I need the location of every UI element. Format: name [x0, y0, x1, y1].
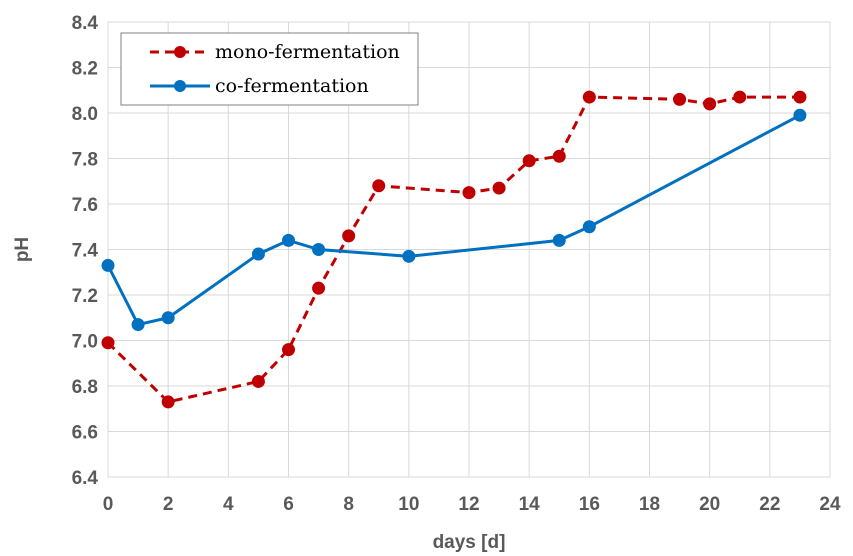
y-tick-label: 6.8 [72, 377, 98, 398]
data-point [101, 336, 115, 350]
y-tick-label: 7.4 [72, 241, 99, 262]
legend-box [120, 32, 419, 106]
data-point [161, 395, 175, 409]
series-co-fermentation [101, 108, 807, 332]
legend-label: co-fermentation [215, 75, 369, 97]
data-point [793, 90, 807, 104]
x-tick-label: 18 [639, 494, 660, 515]
x-tick-label: 2 [163, 494, 174, 515]
data-point [522, 154, 536, 168]
y-tick-label: 8.2 [72, 59, 98, 80]
data-point [492, 181, 506, 195]
x-tick-label: 22 [759, 494, 780, 515]
data-point [552, 149, 566, 163]
y-tick-label: 7.0 [72, 332, 98, 353]
legend-entries: mono-fermentation co-fermentation [150, 41, 400, 97]
legend-entry: mono-fermentation [150, 41, 400, 63]
series [101, 90, 807, 409]
y-tick-label: 8.0 [72, 104, 98, 125]
legend-label: mono-fermentation [215, 41, 400, 63]
legend-swatch-marker [174, 80, 186, 92]
data-point [312, 243, 326, 256]
data-point [793, 108, 807, 122]
data-point [161, 311, 175, 325]
data-point [582, 90, 596, 104]
data-point [582, 220, 596, 234]
x-tick-label: 24 [819, 494, 841, 515]
x-tick-label: 4 [223, 494, 234, 515]
x-axis-title: days [d] [433, 532, 506, 553]
y-tick-label: 6.4 [72, 468, 99, 489]
x-tick-label: 14 [519, 494, 541, 515]
y-axis-ticks: 6.4 6.6 6.8 7.0 7.2 7.4 7.6 7.8 8.0 8.2 8.4 [72, 13, 99, 489]
legend: mono-fermentation co-fermentation [120, 32, 419, 106]
data-point [282, 233, 295, 247]
data-point [552, 233, 566, 247]
data-point [462, 186, 476, 200]
plot-area [107, 21, 831, 478]
data-point [101, 258, 115, 272]
x-tick-label: 16 [579, 494, 600, 515]
y-tick-label: 7.6 [72, 195, 98, 216]
y-tick-label: 8.4 [72, 13, 99, 34]
x-tick-label: 10 [398, 494, 419, 515]
data-point [402, 249, 416, 263]
y-tick-label: 6.6 [72, 423, 98, 444]
y-tick-label: 7.2 [72, 286, 98, 307]
x-tick-label: 8 [343, 494, 354, 515]
data-point [282, 343, 295, 357]
x-tick-label: 6 [283, 494, 294, 515]
y-axis-title: pH [12, 237, 33, 262]
series-line [106, 95, 800, 404]
data-point [733, 90, 747, 104]
data-point [673, 92, 687, 106]
data-point [372, 179, 386, 193]
y-tick-label: 7.8 [72, 150, 98, 171]
data-point [131, 318, 145, 332]
x-tick-label: 0 [103, 494, 114, 515]
data-point [251, 374, 265, 388]
data-point [703, 97, 717, 111]
legend-swatch-marker [174, 46, 186, 58]
legend-entry: co-fermentation [150, 75, 369, 97]
data-point [251, 247, 265, 261]
data-point [312, 281, 326, 295]
x-tick-label: 20 [699, 494, 720, 515]
series-line [106, 113, 801, 327]
data-point [342, 229, 356, 243]
x-axis-ticks: 0 2 4 6 8 10 12 14 16 18 20 22 24 [103, 494, 841, 515]
x-tick-label: 12 [458, 494, 479, 515]
series-mono-fermentation [101, 90, 807, 409]
